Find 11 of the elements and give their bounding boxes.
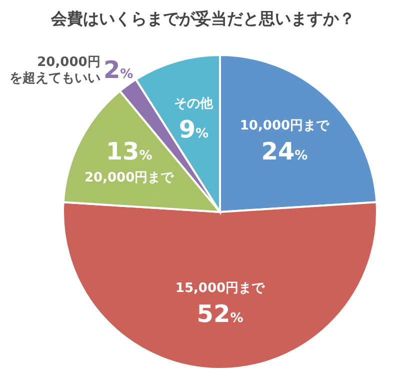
slice-label: 20,000円を超えてもいい [9, 55, 100, 86]
data-label: 13% [106, 138, 152, 166]
chart-title: 会費はいくらまでが妥当だと思いますか？ [50, 9, 355, 28]
slice-label: 10,000円まで [240, 118, 330, 134]
data-label: 2% [103, 56, 134, 84]
slice-label: その他 [174, 96, 214, 112]
slice-label: 20,000円まで [84, 170, 175, 186]
slice-label: 15,000円まで [175, 281, 266, 296]
data-label: 24% [261, 137, 308, 166]
data-label: 9% [178, 116, 209, 144]
data-label: 52% [196, 300, 244, 328]
